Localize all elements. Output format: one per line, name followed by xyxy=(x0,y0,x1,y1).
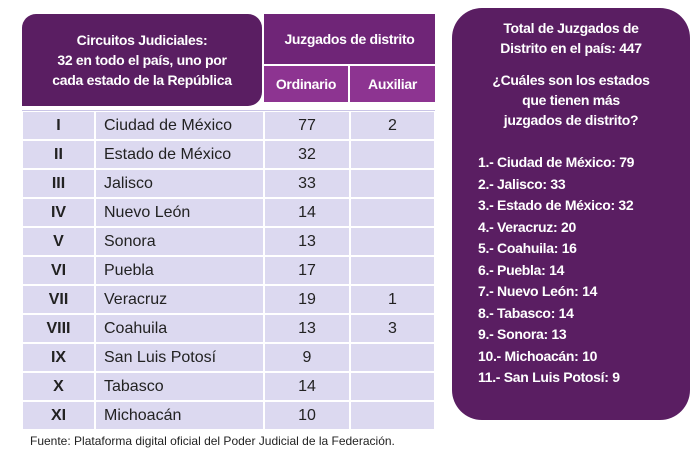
circuit-numeral: II xyxy=(22,140,95,169)
ranking-item: 1.- Ciudad de México: 79 xyxy=(478,154,635,170)
count: 10 xyxy=(264,401,350,430)
state-name: Estado de México xyxy=(95,140,264,169)
circuits-header: Circuitos Judiciales: 32 en todo el país,… xyxy=(22,14,262,106)
circuit-numeral: IV xyxy=(22,198,95,227)
question-line: ¿Cuáles son los estados xyxy=(492,72,650,88)
count: 13 xyxy=(264,227,350,256)
ranking-item: 7.- Nuevo León: 14 xyxy=(478,283,598,299)
circuit-numeral: I xyxy=(22,111,95,140)
circuit-numeral: VI xyxy=(22,256,95,285)
ranking-item: 2.- Jalisco: 33 xyxy=(478,175,566,192)
summary-panel: Total de Juzgados de Distrito en el país:… xyxy=(452,8,690,420)
ranking-item: 4.- Veracruz: 20 xyxy=(478,218,576,235)
total-line: Distrito en el país: 447 xyxy=(500,40,642,56)
panel-content: Total de Juzgados de Distrito en el país:… xyxy=(452,18,690,130)
circuit-numeral: V xyxy=(22,227,95,256)
count xyxy=(350,227,435,256)
state-name: Ciudad de México xyxy=(95,111,264,140)
ranking-item: 9.- Sonora: 13 xyxy=(478,326,567,342)
count: 17 xyxy=(264,256,350,285)
circuit-numeral: III xyxy=(22,169,95,198)
count: 13 xyxy=(264,314,350,343)
header-line: cada estado de la República xyxy=(52,72,232,88)
circuit-numeral: XI xyxy=(22,401,95,430)
count xyxy=(350,140,435,169)
state-name: Veracruz xyxy=(95,285,264,314)
state-name: Jalisco xyxy=(95,169,264,198)
header-line: Circuitos Judiciales: xyxy=(76,32,208,48)
count xyxy=(350,401,435,430)
circuit-numeral: X xyxy=(22,372,95,401)
state-name: Nuevo León xyxy=(95,198,264,227)
ranking-item: 10.- Michoacán: 10 xyxy=(478,347,598,364)
count: 14 xyxy=(264,372,350,401)
ranking-item: 5.- Coahuila: 16 xyxy=(478,240,577,256)
source: Fuente: Plataforma digital oficial del P… xyxy=(30,434,395,448)
state-name: Puebla xyxy=(95,256,264,285)
count xyxy=(350,198,435,227)
count: 3 xyxy=(350,314,435,343)
count xyxy=(350,256,435,285)
state-name: Michoacán xyxy=(95,401,264,430)
count: 9 xyxy=(264,343,350,372)
table-body: I Ciudad de México 77 2 II Estado de México 32… xyxy=(22,110,435,430)
count: 77 xyxy=(264,111,350,140)
ranking-item: 11.- San Luis Potosí: 9 xyxy=(478,369,620,385)
count: 14 xyxy=(264,198,350,227)
ordinario-header: Ordinario xyxy=(264,66,348,102)
state-name: Sonora xyxy=(95,227,264,256)
ranking-list: 1.- Ciudad de México: 79 2.- Jalisco: 33 3… xyxy=(452,152,690,389)
circuit-numeral: IX xyxy=(22,343,95,372)
state-name: Coahuila xyxy=(95,314,264,343)
state-name: Tabasco xyxy=(95,372,264,401)
juzgados-header: Juzgados de distrito xyxy=(264,14,435,64)
count: 32 xyxy=(264,140,350,169)
count xyxy=(350,372,435,401)
count: 19 xyxy=(264,285,350,314)
circuit-numeral: VIII xyxy=(22,314,95,343)
state-name: San Luis Potosí xyxy=(95,343,264,372)
total-line: Total de Juzgados de xyxy=(503,20,639,36)
question-line: que tienen más xyxy=(522,92,620,108)
count xyxy=(350,169,435,198)
count: 2 xyxy=(350,111,435,140)
ranking-item: 8.- Tabasco: 14 xyxy=(478,304,574,321)
count: 1 xyxy=(350,285,435,314)
ranking-item: 3.- Estado de México: 32 xyxy=(478,197,634,213)
question-line: juzgados de distrito? xyxy=(503,112,639,128)
circuit-numeral: VII xyxy=(22,285,95,314)
header-line: 32 en todo el país, uno por xyxy=(57,52,227,68)
count xyxy=(350,343,435,372)
ranking-item: 6.- Puebla: 14 xyxy=(478,261,565,278)
count: 33 xyxy=(264,169,350,198)
auxiliar-header: Auxiliar xyxy=(350,66,435,102)
